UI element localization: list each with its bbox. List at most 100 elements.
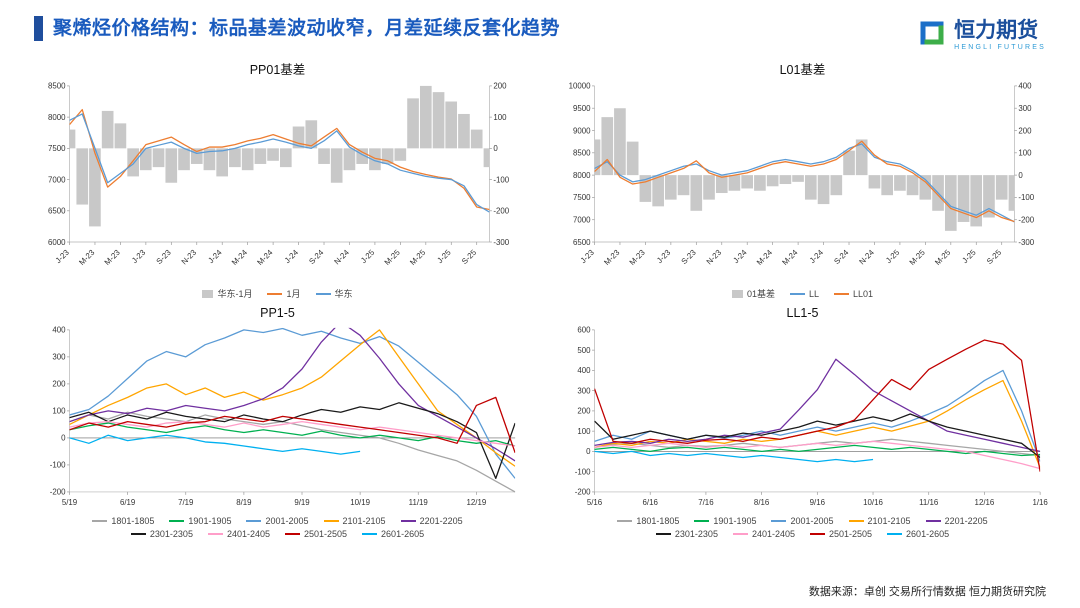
chart-ll1-5-spread: LL1-5 -200 -100 0 100 200 300 400 500 600 5/16 6/1… (553, 304, 1052, 539)
chart-plot: -200 -100 0 100 200 300 400 500 600 5/16 6/16 7/16 8… (553, 320, 1052, 516)
x-axis: J-23 M-23 M-23 J-23 S-23 N-23 J-24 M-24 M-24 J-24… (579, 242, 1004, 267)
chart-title: PP1-5 (260, 306, 295, 321)
x-axis: 5/19 6/19 7/19 8/19 9/19 10/19 11/19 12/19 (62, 492, 487, 507)
legend-item: 华东-1月 (202, 287, 252, 300)
svg-text:J-23: J-23 (54, 248, 72, 266)
series-line (69, 113, 490, 213)
legend-line-swatch (834, 292, 849, 295)
svg-text:M-24: M-24 (230, 248, 250, 268)
series-line (69, 328, 516, 462)
svg-text:12/19: 12/19 (467, 498, 487, 507)
svg-text:400: 400 (52, 326, 66, 335)
svg-text:-100: -100 (493, 175, 509, 184)
legend-label: 1901-1905 (188, 516, 232, 527)
legend-label: 2001-2005 (265, 516, 309, 527)
svg-text:7000: 7000 (573, 215, 591, 224)
legend-line-swatch (362, 533, 378, 536)
legend-item: 2001-2005 (246, 516, 309, 527)
svg-text:6500: 6500 (573, 238, 591, 247)
svg-text:11/16: 11/16 (919, 498, 939, 507)
legend-label: 2401-2405 (226, 529, 270, 540)
svg-text:J-24: J-24 (206, 248, 224, 266)
legend-label: 2201-2205 (419, 516, 463, 527)
legend-item: 1月 (267, 287, 301, 300)
legend-label: 2601-2605 (381, 529, 425, 540)
legend-label: 1801-1805 (636, 516, 680, 527)
series-line (594, 143, 1015, 223)
svg-text:7/16: 7/16 (698, 498, 714, 507)
logo-name: 恒力期货 (954, 18, 1039, 42)
footer: 数据来源：卓创 交易所行情数据 恒力期货研究院 (809, 583, 1046, 599)
series-line (594, 451, 874, 463)
svg-text:J-25: J-25 (359, 248, 377, 266)
chart-pp1-5-spread: PP1-5 -200 -100 0 100 200 300 400 5/19 6/19 7/19 8… (28, 304, 527, 539)
series-line (69, 435, 361, 456)
svg-text:S-25: S-25 (460, 248, 479, 267)
y-axis-right: -300 -200 -100 0 100 200 (489, 82, 510, 247)
logo: 恒力期货 HENGLI FUTURES (917, 16, 1046, 53)
svg-text:N-24: N-24 (332, 248, 351, 267)
legend-item: 2301-2305 (130, 529, 193, 539)
chart-pp01-basis: PP01基差 6000 6500 7000 7500 8000 8500 -300 -200-… (28, 57, 527, 300)
legend-line-swatch (400, 520, 416, 523)
svg-text:J-23: J-23 (655, 248, 673, 266)
legend-bar-swatch (731, 289, 743, 298)
legend-label: 2501-2505 (304, 529, 348, 540)
svg-text:6/16: 6/16 (643, 498, 659, 507)
legend-line-swatch (246, 520, 262, 523)
svg-text:5/16: 5/16 (587, 498, 603, 507)
chart-legend: 1801-1805 1901-1905 2001-2005 2101-2105 2201… (63, 516, 493, 539)
svg-text:S-23: S-23 (155, 248, 174, 267)
legend-line-swatch (617, 520, 633, 523)
svg-text:400: 400 (1018, 82, 1032, 91)
svg-text:M-25: M-25 (408, 248, 428, 268)
svg-text:-100: -100 (1018, 193, 1034, 202)
legend-item: 2101-2105 (323, 516, 386, 526)
legend-line-swatch (694, 520, 710, 523)
logo-subtitle: HENGLI FUTURES (954, 43, 1046, 51)
legend-item: 2601-2605 (362, 529, 424, 539)
chart-plot: 6500 7000 7500 8000 8500 9000 9500 10000 -300 -20… (553, 78, 1052, 287)
y-axis-left: -200 -100 0 100 200 300 400 500 600 (575, 326, 595, 497)
svg-text:8/16: 8/16 (754, 498, 770, 507)
legend-line-swatch (925, 520, 941, 523)
title-accent-bar (34, 16, 43, 41)
legend-line-swatch (732, 533, 748, 536)
legend-line-swatch (130, 533, 146, 536)
legend-item: 1801-1805 (617, 516, 679, 526)
svg-text:M-25: M-25 (908, 248, 928, 268)
svg-text:6000: 6000 (48, 238, 66, 247)
svg-text:S-24: S-24 (832, 248, 851, 267)
legend-item: 1901-1905 (694, 516, 756, 526)
legend-label: 2301-2305 (674, 529, 718, 540)
svg-text:1/16: 1/16 (1032, 498, 1048, 507)
svg-text:J-24: J-24 (808, 248, 826, 266)
legend-label: 2101-2105 (867, 516, 911, 527)
svg-text:300: 300 (52, 353, 66, 362)
axis-frame (594, 330, 1041, 493)
legend-line-swatch (285, 533, 300, 536)
svg-text:-100: -100 (575, 468, 591, 477)
legend-line-swatch (315, 292, 331, 295)
series-line (69, 397, 516, 454)
chart-title: LL1-5 (786, 306, 819, 321)
chart-plot: -200 -100 0 100 200 300 400 5/19 6/19 7/19 8/19 9/1… (28, 320, 527, 516)
svg-text:0: 0 (1018, 171, 1023, 180)
legend-label: 1801-1805 (111, 516, 155, 527)
svg-text:100: 100 (577, 427, 591, 436)
legend-line-swatch (848, 520, 864, 523)
legend-bar-swatch (202, 289, 214, 298)
svg-text:S-23: S-23 (680, 248, 699, 267)
legend-label: 1901-1905 (713, 516, 757, 527)
x-axis: 5/16 6/16 7/16 8/16 9/16 10/16 11/16 12/16 1/16 (587, 492, 1048, 507)
svg-text:200: 200 (52, 380, 66, 389)
legend-item: 01基差 (731, 287, 775, 300)
legend-item: LL01 (834, 289, 873, 299)
legend-line-swatch (92, 520, 108, 523)
svg-text:7500: 7500 (573, 193, 591, 202)
plot-svg: -200 -100 0 100 200 300 400 500 600 5/16 6/16 7/16 8… (575, 326, 1049, 507)
legend-item: 2501-2505 (285, 529, 347, 539)
hengli-logo-icon (917, 18, 947, 53)
chart-l01-basis: L01基差 6500 7000 7500 8000 8500 9000 9500 10000 -… (553, 57, 1052, 300)
legend-item: 2201-2205 (400, 516, 463, 527)
